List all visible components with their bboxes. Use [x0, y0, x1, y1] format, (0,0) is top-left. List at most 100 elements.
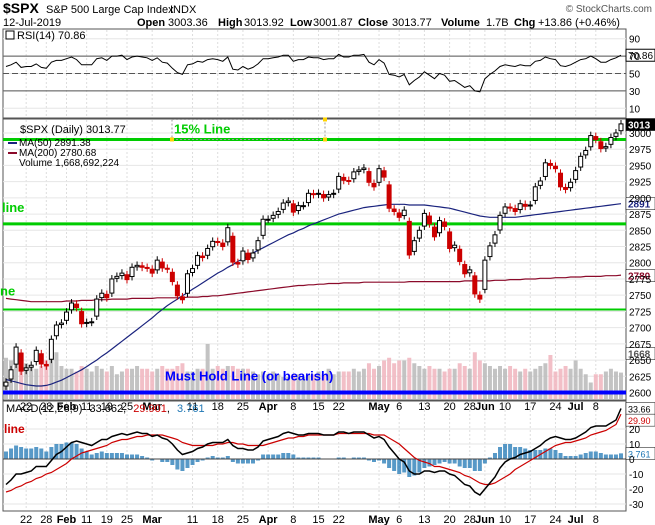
- volume-bar: [165, 368, 170, 399]
- volume-bar: [422, 368, 427, 399]
- volume-bar: [548, 355, 553, 399]
- volume-bar: [69, 368, 74, 399]
- candle-body: [351, 171, 357, 180]
- macd-signal-line: [5, 413, 622, 493]
- x-tick-label-bottom: 8: [593, 514, 599, 525]
- macd-histogram-bar: [487, 457, 492, 459]
- volume-bar: [613, 371, 618, 399]
- macd-legend-macd: 33.662: [89, 403, 123, 415]
- candle-body: [552, 165, 558, 170]
- macd-histogram-bar: [472, 459, 477, 471]
- volume-bar: [64, 368, 69, 399]
- axis-layer: 22 22 28 28 Feb Feb 11 11 19 19 25 25 Mar Mar 11 11 18 18…: [20, 35, 652, 525]
- candle-body: [290, 203, 296, 213]
- low-value: 3001.87: [313, 17, 353, 29]
- candle-body: [210, 240, 216, 248]
- x-tick-label-bottom: 25: [121, 514, 133, 525]
- volume-bar: [321, 374, 326, 399]
- volume-bar: [366, 363, 371, 399]
- macd-histogram-bar: [588, 451, 593, 459]
- volume-bar: [130, 368, 135, 399]
- chart-header: $SPX S&P 500 Large Cap Index INDX © Stoc…: [3, 0, 652, 29]
- x-tick-label-bottom: 17: [524, 514, 536, 525]
- macd-legend: MACD(12,26,9) 33.662, 29.901, 3.761 line: [4, 403, 205, 436]
- macd-histogram-bar: [311, 457, 316, 459]
- macd-histogram-bar: [54, 444, 59, 459]
- price-y-tick-label: 2825: [629, 243, 652, 254]
- volume-bar: [185, 371, 190, 399]
- ma50-line: [5, 203, 622, 387]
- volume-bar: [603, 371, 608, 399]
- close-value-badge-box: [625, 118, 655, 131]
- macd-histogram-bar: [165, 459, 170, 462]
- candle-body: [235, 262, 241, 265]
- rsi-layer: 70.86: [5, 48, 655, 93]
- price-y-tick-label: 2975: [629, 145, 652, 156]
- candle-body: [311, 193, 316, 196]
- macd-y-tick-label: 0: [629, 455, 635, 466]
- candle-body: [53, 324, 59, 337]
- volume-bar: [316, 371, 321, 399]
- volume-bar: [54, 352, 59, 399]
- volume-bar: [432, 368, 437, 399]
- candle-body: [568, 181, 574, 189]
- macd-histogram-bar: [230, 459, 235, 462]
- macd-value-badge: 33.66: [628, 405, 651, 415]
- x-tick-label-top: 8: [290, 401, 296, 413]
- candle-body: [487, 245, 493, 258]
- candle-body: [492, 234, 498, 244]
- candle-body: [578, 155, 584, 168]
- volume-bar: [296, 374, 301, 399]
- candle-body: [184, 273, 190, 294]
- volume-bar: [150, 371, 155, 399]
- volume-bar: [104, 371, 109, 399]
- candle-body: [18, 352, 24, 372]
- x-tick-label-top: 17: [524, 401, 536, 413]
- volume-label: Volume: [441, 17, 480, 29]
- volume-bar: [140, 368, 145, 399]
- macd-histogram-bar: [563, 456, 568, 459]
- volume-bar: [573, 360, 578, 399]
- candle-body: [472, 275, 478, 295]
- macd-histogram-bar: [301, 457, 306, 459]
- macd-histogram-bar: [513, 447, 518, 459]
- macd-histogram-bar: [407, 459, 412, 477]
- macd-histogram-bar: [9, 448, 14, 459]
- macd-histogram-bar: [195, 459, 200, 462]
- candle-body: [89, 321, 95, 324]
- macd-value-badge-box: [625, 413, 655, 427]
- volume-bar: [190, 371, 195, 399]
- macd-histogram-bar: [205, 457, 210, 459]
- candle-body: [220, 242, 226, 248]
- candle-body: [411, 240, 417, 252]
- volume-bar: [240, 368, 245, 399]
- macd-histogram-bar: [336, 457, 341, 459]
- macd-histogram-bar: [477, 459, 482, 471]
- candle-body: [321, 193, 327, 199]
- candle-body: [275, 210, 281, 215]
- macd-y-tick-label: -30: [629, 500, 644, 511]
- macd-histogram-bar: [49, 447, 54, 459]
- candle-body: [265, 218, 271, 221]
- macd-histogram-bar: [462, 459, 467, 468]
- x-tick-label-bottom: 13: [418, 514, 430, 525]
- candle-body: [457, 248, 463, 262]
- macd-legend-signal: 29.901: [133, 403, 167, 415]
- volume-bar: [487, 366, 492, 399]
- volume-bar: [195, 368, 200, 399]
- chg-label: Chg: [514, 17, 535, 29]
- volume-bar: [619, 372, 623, 399]
- volume-bar: [341, 371, 346, 399]
- macd-y-tick-label: -10: [629, 470, 644, 481]
- x-tick-label-top: 11: [81, 401, 92, 413]
- volume-bar: [356, 371, 361, 399]
- x-tick-label-bottom: 18: [212, 514, 224, 525]
- volume-bar: [578, 368, 583, 399]
- volume-bar: [397, 360, 402, 399]
- macd-histogram-bar: [356, 457, 361, 459]
- volume-bar: [230, 366, 235, 399]
- macd-histogram-bar: [437, 459, 442, 464]
- volume-bar: [109, 366, 114, 399]
- volume-bar: [34, 368, 39, 399]
- candle-body: [593, 136, 599, 140]
